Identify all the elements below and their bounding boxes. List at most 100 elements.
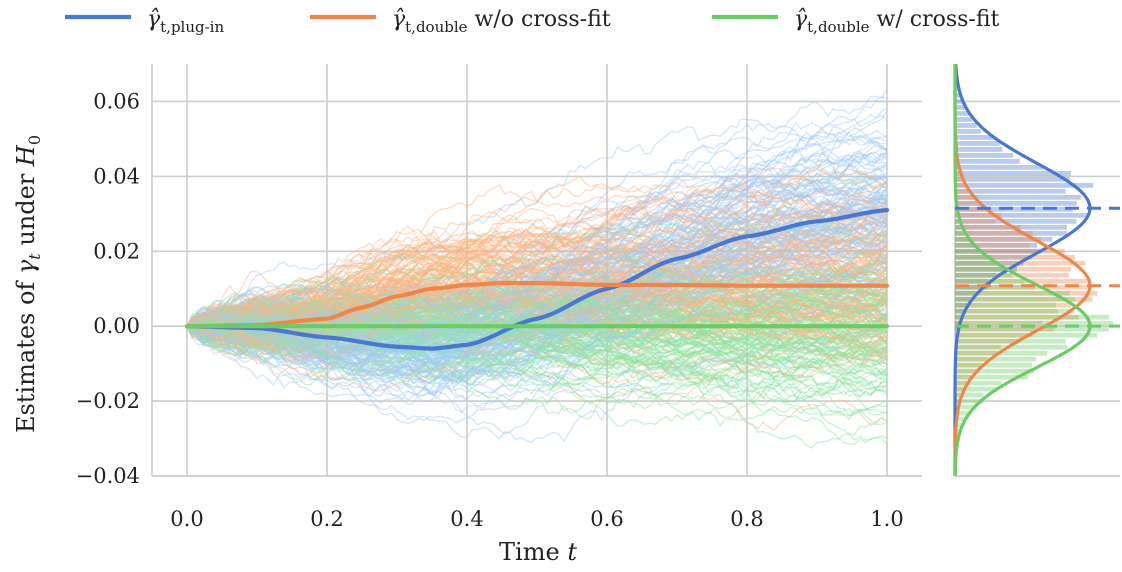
hist-bar-2 (955, 248, 981, 254)
hist-bar-0 (955, 164, 1044, 170)
trajectory-1 (186, 189, 888, 340)
trajectory-1 (186, 240, 888, 335)
hist-bar-0 (955, 158, 1020, 164)
hist-bar-0 (955, 87, 960, 92)
hist-bar-2 (955, 374, 1029, 380)
hist-bar-2 (955, 422, 964, 428)
trajectory-2 (186, 319, 888, 384)
trajectory-1 (186, 223, 888, 327)
hist-bar-1 (955, 254, 1075, 260)
x-tick-label: 0.2 (310, 507, 343, 531)
hist-bar-1 (955, 380, 969, 386)
trajectory-0 (187, 135, 888, 358)
hist-bar-1 (955, 182, 967, 188)
hist-bar-2 (955, 230, 966, 236)
trajectory-1 (186, 230, 888, 328)
trajectory-1 (186, 261, 888, 334)
hist-bar-1 (955, 362, 982, 368)
trajectory-0 (186, 187, 888, 359)
hist-bar-0 (955, 230, 1068, 236)
trajectory-2 (186, 325, 888, 427)
trajectory-1 (186, 166, 888, 328)
hist-bar-0 (955, 278, 988, 284)
trajectory-1 (186, 232, 888, 333)
trajectory-0 (186, 175, 888, 363)
trajectory-0 (186, 239, 888, 384)
trajectory-0 (186, 152, 888, 334)
y-tick-label: 0.02 (93, 239, 140, 263)
trajectory-0 (186, 194, 888, 327)
trajectory-1 (186, 235, 888, 329)
trajectory-2 (186, 287, 888, 354)
hist-bar-2 (955, 410, 969, 416)
hist-bar-1 (955, 308, 1058, 314)
trajectory-2 (186, 287, 888, 336)
trajectory-2 (186, 242, 888, 330)
trajectory-1 (186, 182, 888, 330)
trajectory-1 (186, 251, 888, 339)
hist-bar-2 (955, 362, 1032, 368)
x-tick-label: 0.8 (730, 507, 763, 531)
trajectory-1 (186, 266, 888, 339)
hist-bar-1 (955, 302, 1071, 308)
trajectory-0 (186, 126, 888, 347)
trajectory-2 (186, 319, 888, 363)
trajectory-2 (186, 315, 888, 389)
hist-bar-2 (955, 242, 974, 248)
trajectory-1 (186, 256, 888, 332)
hist-bar-2 (955, 272, 1013, 278)
hist-bar-1 (955, 356, 988, 362)
trajectory-1 (186, 273, 888, 353)
trajectory-0 (186, 216, 888, 358)
hist-bar-1 (955, 164, 960, 170)
trajectory-0 (186, 181, 888, 336)
hist-bar-1 (955, 296, 1093, 302)
trajectory-0 (186, 217, 888, 377)
hist-bar-1 (955, 392, 963, 398)
trajectory-2 (186, 325, 888, 390)
trajectory-1 (186, 196, 888, 329)
trajectory-2 (186, 301, 888, 356)
hist-bar-0 (955, 272, 996, 278)
hist-bar-0 (955, 308, 966, 314)
hist-bar-2 (955, 416, 966, 422)
trajectory-1 (186, 189, 888, 335)
trajectory-1 (186, 231, 888, 334)
hist-bar-2 (955, 344, 1068, 350)
trajectory-1 (186, 271, 888, 346)
trajectory-2 (186, 304, 888, 393)
hist-bar-0 (955, 206, 1073, 212)
trajectory-2 (186, 286, 888, 351)
trajectory-1 (186, 283, 888, 345)
trajectory-2 (186, 313, 888, 355)
trajectory-0 (186, 232, 888, 355)
trajectory-1 (186, 284, 888, 357)
trajectory-0 (186, 224, 888, 373)
hist-bar-1 (955, 230, 1033, 236)
trajectory-2 (186, 297, 888, 344)
legend-label-0: γ̂t,plug-in (147, 7, 224, 36)
trajectory-2 (186, 290, 888, 387)
mean-curve-0 (184, 208, 890, 351)
trajectory-2 (186, 323, 888, 446)
trajectory-0 (186, 195, 888, 342)
trajectory-0 (186, 225, 888, 365)
hist-bar-2 (955, 356, 1036, 362)
y-tick-label: 0.00 (93, 314, 140, 338)
trajectory-0 (186, 143, 888, 340)
trajectory-1 (186, 249, 888, 331)
trajectory-0 (186, 248, 888, 402)
trajectory-2 (186, 316, 888, 436)
x-tick-label: 1.0 (870, 507, 903, 531)
trajectory-2 (186, 315, 888, 360)
trajectory-0 (186, 171, 888, 327)
trajectory-1 (186, 237, 888, 332)
trajectory-2 (186, 314, 888, 354)
legend: γ̂t,plug-in γ̂t,double w/o cross-fit γ̂t,d… (65, 7, 1000, 36)
trajectory-2 (186, 291, 888, 336)
simulation-trajectories (186, 89, 888, 449)
trajectory-1 (186, 271, 888, 336)
hist-bar-0 (955, 212, 1089, 218)
hist-bar-1 (955, 194, 978, 200)
trajectory-2 (186, 325, 888, 384)
